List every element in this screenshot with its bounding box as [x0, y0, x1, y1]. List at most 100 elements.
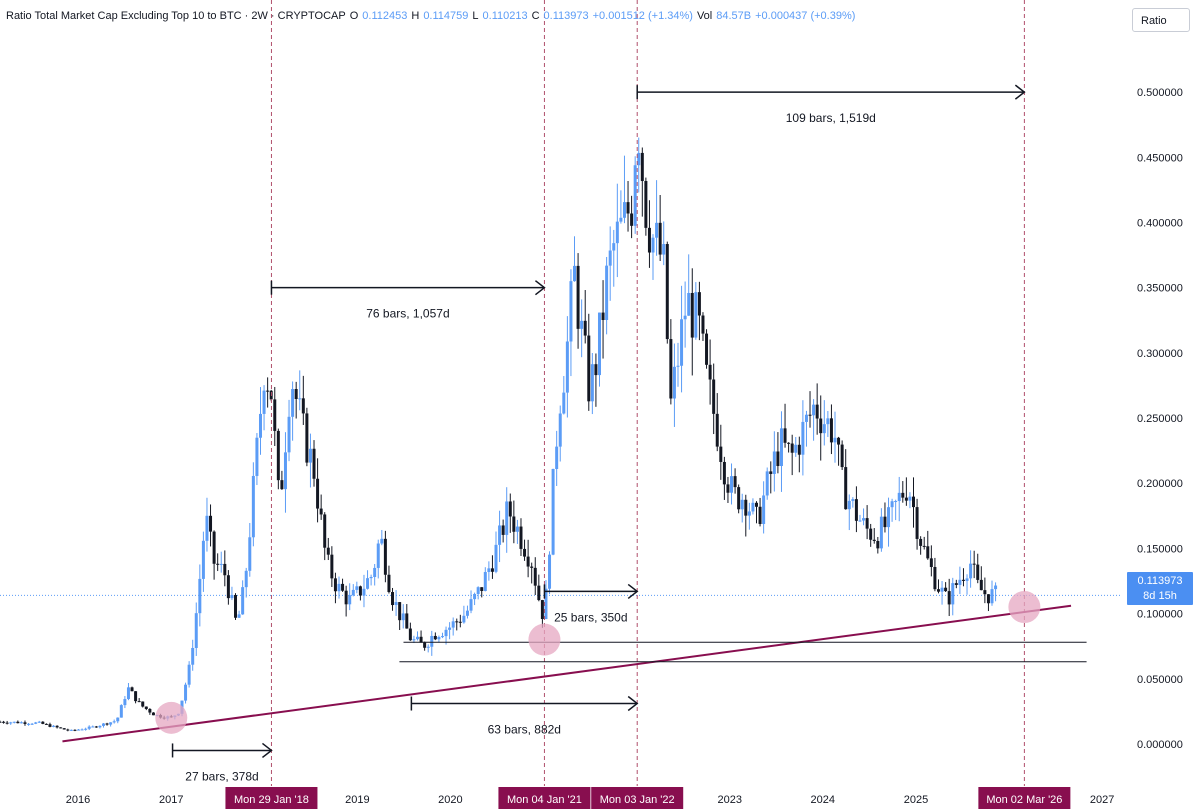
last-price-value: 0.113973	[1137, 575, 1183, 587]
time-highlight-label: Mon 29 Jan '18	[234, 794, 309, 806]
candle-body	[829, 418, 833, 443]
candle-body	[576, 265, 580, 329]
candle-body	[519, 526, 523, 549]
symbol-title[interactable]: Ratio Total Market Cap Excluding Top 10 …	[6, 10, 346, 22]
candle-body	[862, 518, 866, 521]
candle-body	[101, 723, 105, 726]
candle-body	[779, 428, 783, 467]
candle-body	[137, 701, 141, 703]
candle-body	[826, 418, 830, 425]
scale-mode-button[interactable]: Ratio	[1132, 8, 1190, 32]
candle-body	[37, 721, 41, 723]
candle-body	[451, 621, 455, 628]
candle-body	[2, 721, 6, 723]
candle-body	[319, 508, 323, 515]
candle-body	[797, 444, 801, 455]
candle-body	[687, 292, 691, 316]
candle-body	[812, 404, 816, 416]
candle-body	[922, 545, 926, 547]
candle-body	[355, 586, 359, 590]
time-highlight-box	[225, 787, 318, 809]
candle-body	[283, 452, 287, 490]
candle-body	[747, 511, 751, 516]
candle-body	[19, 722, 23, 724]
candle-body	[487, 568, 491, 572]
candle-body	[919, 538, 923, 546]
candle-body	[291, 389, 295, 417]
candle-body	[794, 444, 798, 453]
candle-body	[98, 725, 102, 728]
candle-body	[112, 721, 116, 723]
candle-body	[658, 222, 662, 255]
candle-body	[715, 413, 719, 447]
candle-body	[640, 152, 644, 182]
candle-body	[605, 265, 609, 320]
candle-body	[526, 556, 530, 567]
range-label: 25 bars, 350d	[554, 610, 627, 624]
x-tick-label: 2017	[159, 794, 183, 806]
candle-body	[148, 708, 152, 713]
candle-body	[840, 444, 844, 468]
candle-body	[376, 543, 380, 568]
close-value: 0.113973	[543, 10, 589, 22]
y-tick-label: 0.400000	[1137, 218, 1183, 230]
candle-body	[12, 721, 16, 723]
candle-body	[722, 461, 726, 485]
candle-body	[23, 722, 27, 724]
candle-body	[412, 639, 416, 641]
candle-body	[901, 492, 905, 498]
time-axis[interactable]: 2016 2017 2019 2020 2023 2024 2025 2027 Mon 29 J…	[66, 787, 1115, 809]
candle-body	[234, 595, 238, 618]
candle-body	[583, 320, 587, 336]
y-tick-label: 0.250000	[1137, 413, 1183, 425]
candle-body	[276, 430, 280, 481]
close-label: C	[531, 10, 540, 22]
candle-body	[769, 471, 773, 474]
candle-body	[815, 404, 819, 419]
candle-body	[994, 585, 998, 590]
candle-body	[512, 516, 516, 532]
candle-body	[333, 578, 337, 592]
candle-body	[244, 570, 248, 588]
candle-body	[680, 319, 684, 366]
volume-label: Vol	[696, 10, 713, 22]
price-axis[interactable]: 0.000000 0.050000 0.100000 0.150000 0.200000…	[1137, 87, 1183, 751]
x-tick-label: 2025	[904, 794, 928, 806]
candle-body	[530, 566, 534, 568]
time-highlight-box	[591, 787, 684, 809]
candle-body	[672, 366, 676, 399]
candle-body	[473, 593, 477, 600]
range-label: 63 bars, 882d	[488, 723, 561, 737]
candle-body	[444, 629, 448, 637]
candle-body	[312, 448, 316, 479]
candle-body	[569, 281, 573, 342]
candle-body	[287, 416, 291, 453]
candle-body	[804, 414, 808, 422]
candle-body	[912, 496, 916, 508]
candle-body	[73, 729, 77, 731]
high-value: 0.114759	[423, 10, 469, 22]
drawings: 109 bars, 1,519d 76 bars, 1,057d 25 bars, …	[62, 0, 1087, 786]
symbol-legend: Ratio Total Market Cap Excluding Top 10 …	[6, 10, 855, 22]
candle-body	[976, 564, 980, 580]
candle-body	[630, 213, 634, 226]
candle-body	[455, 621, 459, 623]
candle-body	[430, 635, 434, 647]
time-highlight-label: Mon 04 Jan '21	[507, 794, 582, 806]
y-tick-label: 0.450000	[1137, 152, 1183, 164]
candle-body	[894, 501, 898, 503]
candle-body	[219, 563, 223, 565]
candle-body	[130, 687, 134, 692]
candle-body	[483, 571, 487, 591]
candle-body	[890, 501, 894, 508]
candle-body	[958, 579, 962, 585]
candle-body	[515, 526, 519, 532]
x-tick-label: 2024	[811, 794, 835, 806]
candle-body	[465, 610, 469, 616]
candle-body	[337, 583, 341, 592]
candle-body	[744, 499, 748, 516]
candle-body	[109, 722, 113, 725]
time-highlight-label: Mon 02 Mar '26	[986, 794, 1062, 806]
candle-body	[565, 341, 569, 393]
